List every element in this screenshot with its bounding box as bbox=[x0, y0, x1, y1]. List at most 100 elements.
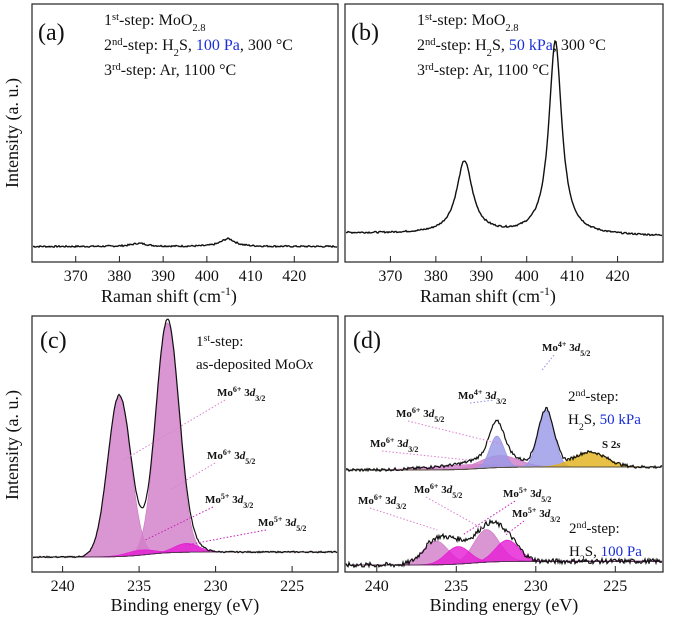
annotation-line3-a-part: 3 bbox=[104, 62, 112, 79]
label-part: d bbox=[238, 494, 244, 506]
label-part: 4+ bbox=[558, 340, 567, 349]
label-part: Mo bbox=[358, 495, 374, 507]
label-part: 3 bbox=[282, 517, 291, 529]
annotation-d-upper-line2-part: 50 kPa bbox=[600, 412, 642, 428]
annotation-line2-a-part: 2 bbox=[174, 48, 179, 59]
label-part: 5+ bbox=[528, 506, 537, 515]
x-axis-label-b-part: -1 bbox=[540, 284, 550, 298]
annotation-line1-b-part: st bbox=[425, 12, 432, 23]
label-part: 3/2 bbox=[243, 501, 253, 510]
annotation-line2-b-part: nd bbox=[425, 37, 436, 48]
label-part: Mo bbox=[217, 387, 233, 399]
annotation-line1-c: 1st-step: bbox=[196, 333, 243, 351]
annotation-line1-b-part: -step: MoO bbox=[432, 12, 505, 29]
peak-leader-c-0 bbox=[123, 399, 226, 461]
x-tick-label-d: 240 bbox=[365, 578, 389, 595]
peak-leader-d-lower-1 bbox=[425, 496, 486, 531]
label-part: 3 bbox=[482, 390, 491, 402]
annotation-line2-b-part: , 300 °C bbox=[553, 37, 606, 54]
label-part: d bbox=[403, 438, 409, 450]
annotation-line1-a-part: 2.8 bbox=[192, 23, 205, 34]
annotation-line3-a: 3rd-step: Ar, 1100 °C bbox=[104, 62, 236, 80]
annotation-line3-b-part: -step: Ar, 1100 °C bbox=[434, 62, 549, 79]
annotation-d-upper-line1-part: nd bbox=[576, 388, 586, 399]
label-part: 3/2 bbox=[408, 445, 418, 454]
label-part: 3/2 bbox=[255, 394, 265, 403]
label-part: d bbox=[545, 508, 551, 520]
annotation-line1-b-part: 1 bbox=[417, 12, 425, 29]
annotation-line2-b-part: 2 bbox=[487, 48, 492, 59]
annotation-line2-a-part: 100 Pa bbox=[196, 37, 240, 54]
label-part: 5+ bbox=[519, 486, 528, 495]
panel-frame-b bbox=[344, 3, 664, 263]
label-part: 3/2 bbox=[396, 502, 406, 511]
label-part: d bbox=[250, 387, 256, 399]
label-part: Mo bbox=[370, 438, 386, 450]
annotation-line2-c-part: as-deposited MoO bbox=[196, 357, 307, 373]
label-part: Mo bbox=[542, 342, 558, 354]
raman-spectrum-b bbox=[346, 39, 663, 237]
annotation-line1-c-part: st bbox=[204, 333, 211, 344]
x-axis-label-c: Binding energy (eV) bbox=[111, 595, 260, 616]
label-part: 4+ bbox=[474, 388, 483, 397]
annotation-d-lower-line1-part: -step: bbox=[586, 521, 619, 537]
raman-spectrum-a bbox=[32, 237, 338, 249]
annotation-line2-b: 2nd-step: H2S, 50 kPa, 300 °C bbox=[417, 37, 606, 59]
x-tick-label-b: 390 bbox=[469, 268, 493, 285]
label-part: 6+ bbox=[412, 406, 421, 415]
d-upper-spectrum bbox=[345, 406, 663, 473]
label-part: s bbox=[615, 439, 620, 451]
peak-label-c-2: Mo5+ 3d3/2 bbox=[205, 492, 253, 510]
annotation-line1-a-part: st bbox=[112, 12, 119, 23]
x-tick-label-b: 380 bbox=[424, 268, 448, 285]
annotation-d-lower-line1-part: nd bbox=[577, 520, 587, 531]
label-part: 5+ bbox=[221, 492, 230, 501]
peak-label-d-upper-4: S 2s bbox=[602, 439, 621, 451]
label-part: 3 bbox=[566, 342, 575, 354]
label-part: d bbox=[429, 408, 435, 420]
x-tick-label-c: 230 bbox=[204, 578, 228, 595]
x-tick-label-a: 420 bbox=[282, 268, 306, 285]
annotation-line3-b-part: 3 bbox=[417, 62, 425, 79]
annotation-d-upper-line1-part: 2 bbox=[568, 389, 576, 405]
annotation-line2-a-part: S, bbox=[179, 37, 196, 54]
label-part: Mo bbox=[414, 484, 430, 496]
annotation-line2-b-part: 50 kPa bbox=[509, 37, 553, 54]
panel-label-d: (d) bbox=[353, 328, 381, 354]
x-tick-label-a: 410 bbox=[239, 268, 263, 285]
label-part: d bbox=[575, 342, 581, 354]
x-tick-label-c: 240 bbox=[51, 578, 75, 595]
panel-frame-d bbox=[344, 315, 664, 573]
peak-label-c-0: Mo6+ 3d3/2 bbox=[217, 385, 265, 403]
annotation-d-lower-line1-part: 2 bbox=[569, 521, 577, 537]
label-part: d bbox=[491, 390, 497, 402]
annotation-d-upper-line2-part: S, bbox=[584, 412, 600, 428]
peak-leader-d-upper-3 bbox=[381, 450, 468, 461]
x-axis-label-b-part: ) bbox=[550, 286, 556, 307]
peak-label-d-lower-0: Mo6+ 3d3/2 bbox=[358, 493, 406, 511]
label-part: 3 bbox=[438, 484, 447, 496]
label-part: 3 bbox=[420, 408, 429, 420]
x-axis-label-a-part: -1 bbox=[221, 284, 231, 298]
annotation-line1-c-part: 1 bbox=[196, 334, 204, 350]
label-part: Mo bbox=[512, 508, 528, 520]
annotation-line2-a-part: -step: H bbox=[123, 37, 175, 54]
label-part: S 2 bbox=[602, 439, 617, 451]
annotation-line1-a-part: -step: MoO bbox=[119, 12, 192, 29]
x-axis-label-a-part: Raman shift (cm bbox=[101, 286, 221, 307]
label-part: d bbox=[240, 450, 246, 462]
peak-leader-d-lower-0 bbox=[369, 507, 438, 531]
label-part: 5/2 bbox=[296, 524, 306, 533]
annotation-line1-a-part: 1 bbox=[104, 12, 112, 29]
label-part: Mo bbox=[258, 517, 274, 529]
peak-label-c-1: Mo6+ 3d5/2 bbox=[207, 448, 255, 466]
label-part: Mo bbox=[207, 450, 223, 462]
label-part: Mo bbox=[503, 488, 519, 500]
c-spectrum bbox=[32, 318, 338, 559]
label-part: Mo bbox=[458, 390, 474, 402]
x-tick-label-d: 235 bbox=[444, 578, 468, 595]
peak-label-c-3: Mo5+ 3d5/2 bbox=[258, 515, 306, 533]
panel-frame-c bbox=[31, 315, 339, 573]
annotation-d-lower-line2-part: 2 bbox=[580, 554, 585, 565]
label-part: d bbox=[391, 495, 397, 507]
